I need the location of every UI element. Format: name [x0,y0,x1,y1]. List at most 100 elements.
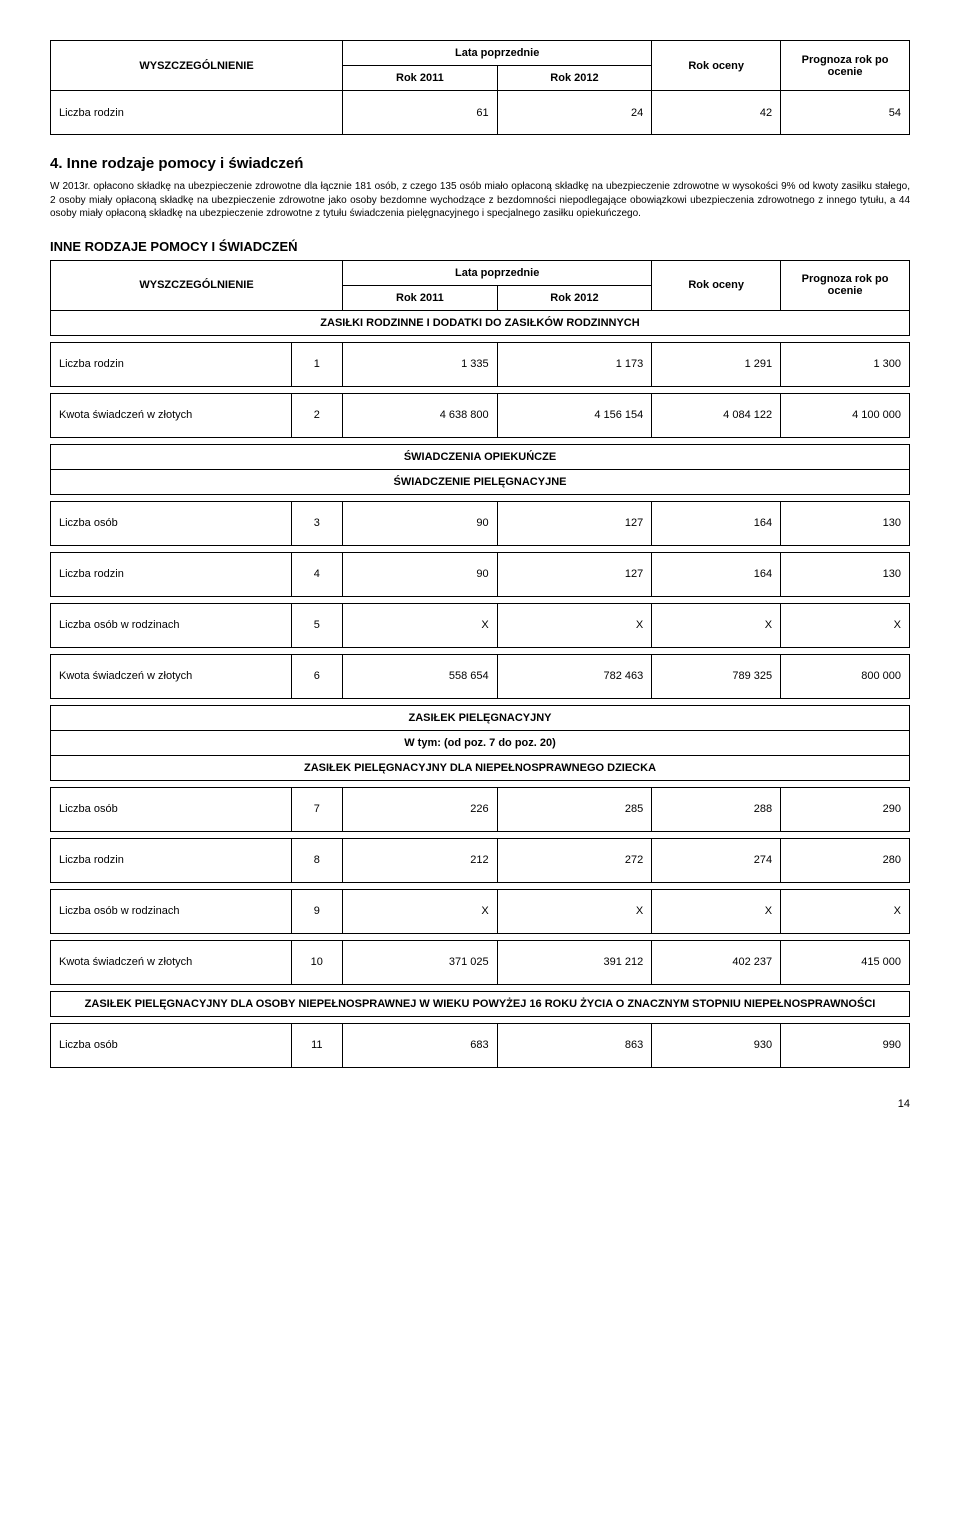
row-label: Liczba osób w rodzinach [51,603,292,647]
cell: 130 [781,552,910,596]
row-label: Liczba rodzin [51,342,292,386]
col-wyszczegolnienie: WYSZCZEGÓLNIENIE [51,41,343,91]
cell: 54 [781,91,910,135]
cell: 789 325 [652,654,781,698]
inne-rodzaje-title: INNE RODZAJE POMOCY I ŚWIADCZEŃ [50,239,910,254]
cell: 127 [497,501,652,545]
cell: 280 [781,838,910,882]
cell: 391 212 [497,940,652,984]
section-zasilek-dziecko: ZASIŁEK PIELĘGNACYJNY DLA NIEPEŁNOSPRAWN… [51,755,910,780]
main-header-table: WYSZCZEGÓLNIENIE Lata poprzednie Rok oce… [50,260,910,336]
cell: 4 638 800 [343,393,498,437]
row-num: 10 [291,940,343,984]
cell: X [652,603,781,647]
col-rok-2012: Rok 2012 [497,285,652,310]
row-label: Liczba osób [51,501,292,545]
row-num: 6 [291,654,343,698]
row-label: Liczba rodzin [51,838,292,882]
row-num: 4 [291,552,343,596]
col-rok-2012: Rok 2012 [497,66,652,91]
cell: 4 084 122 [652,393,781,437]
cell: X [781,889,910,933]
section-zasilek-16: ZASIŁEK PIELĘGNACYJNY DLA OSOBY NIEPEŁNO… [51,991,910,1016]
cell: 371 025 [343,940,498,984]
cell: 800 000 [781,654,910,698]
cell: 90 [343,501,498,545]
cell: 990 [781,1023,910,1067]
row-num: 5 [291,603,343,647]
row-label: Liczba rodzin [51,552,292,596]
cell: 683 [343,1023,498,1067]
section-swiadczenia-opiekuncze: ŚWIADCZENIA OPIEKUŃCZE [51,444,910,469]
cell: X [497,889,652,933]
col-prognoza: Prognoza rok po ocenie [781,260,910,310]
cell: 1 300 [781,342,910,386]
row-num: 11 [291,1023,343,1067]
data-row-table: Liczba osób w rodzinach 9 X X X X [50,889,910,934]
row-label: Liczba osób w rodzinach [51,889,292,933]
cell: 272 [497,838,652,882]
page-number: 14 [50,1098,910,1110]
cell: 4 156 154 [497,393,652,437]
cell: 863 [497,1023,652,1067]
cell: 288 [652,787,781,831]
data-row-table: Liczba rodzin 8 212 272 274 280 [50,838,910,883]
cell: 402 237 [652,940,781,984]
data-row-table: Liczba rodzin 1 1 335 1 173 1 291 1 300 [50,342,910,387]
cell: 42 [652,91,781,135]
cell: 285 [497,787,652,831]
cell: 61 [343,91,498,135]
col-lata-poprzednie: Lata poprzednie [343,41,652,66]
cell: 90 [343,552,498,596]
row-num: 9 [291,889,343,933]
row-num: 2 [291,393,343,437]
col-rok-oceny: Rok oceny [652,41,781,91]
cell: 415 000 [781,940,910,984]
cell: X [343,603,498,647]
row-num: 3 [291,501,343,545]
section-wtym: W tym: (od poz. 7 do poz. 20) [51,730,910,755]
cell: X [497,603,652,647]
cell: 164 [652,501,781,545]
cell: 1 291 [652,342,781,386]
cell: 1 173 [497,342,652,386]
cell: 1 335 [343,342,498,386]
section-header-table: ZASIŁEK PIELĘGNACYJNY W tym: (od poz. 7 … [50,705,910,781]
section-swiadczenie-pielegnacyjne: ŚWIADCZENIE PIELĘGNACYJNE [51,469,910,494]
row-num: 7 [291,787,343,831]
row-num: 1 [291,342,343,386]
row-label: Liczba osób [51,1023,292,1067]
row-label: Liczba osób [51,787,292,831]
col-lata-poprzednie: Lata poprzednie [343,260,652,285]
cell: X [652,889,781,933]
row-label: Kwota świadczeń w złotych [51,393,292,437]
cell: 127 [497,552,652,596]
data-row-table: Liczba osób w rodzinach 5 X X X X [50,603,910,648]
data-row-table: Liczba rodzin 4 90 127 164 130 [50,552,910,597]
cell: X [343,889,498,933]
col-rok-2011: Rok 2011 [343,285,498,310]
section-header-table: ZASIŁEK PIELĘGNACYJNY DLA OSOBY NIEPEŁNO… [50,991,910,1017]
data-row-table: Kwota świadczeń w złotych 2 4 638 800 4 … [50,393,910,438]
section-4-title: 4. Inne rodzaje pomocy i świadczeń [50,155,910,172]
row-label: Liczba rodzin [51,91,343,135]
cell: 212 [343,838,498,882]
data-row-table: Kwota świadczeń w złotych 6 558 654 782 … [50,654,910,699]
cell: X [781,603,910,647]
cell: 782 463 [497,654,652,698]
row-num: 8 [291,838,343,882]
col-rok-2011: Rok 2011 [343,66,498,91]
cell: 130 [781,501,910,545]
top-summary-table: WYSZCZEGÓLNIENIE Lata poprzednie Rok oce… [50,40,910,135]
row-label: Kwota świadczeń w złotych [51,940,292,984]
cell: 290 [781,787,910,831]
section-zasilek-pielegnacyjny: ZASIŁEK PIELĘGNACYJNY [51,705,910,730]
section-zasilki-rodzinne: ZASIŁKI RODZINNE I DODATKI DO ZASIŁKÓW R… [51,310,910,335]
cell: 558 654 [343,654,498,698]
data-row-table: Liczba osób 3 90 127 164 130 [50,501,910,546]
col-rok-oceny: Rok oceny [652,260,781,310]
cell: 24 [497,91,652,135]
cell: 164 [652,552,781,596]
cell: 274 [652,838,781,882]
cell: 4 100 000 [781,393,910,437]
